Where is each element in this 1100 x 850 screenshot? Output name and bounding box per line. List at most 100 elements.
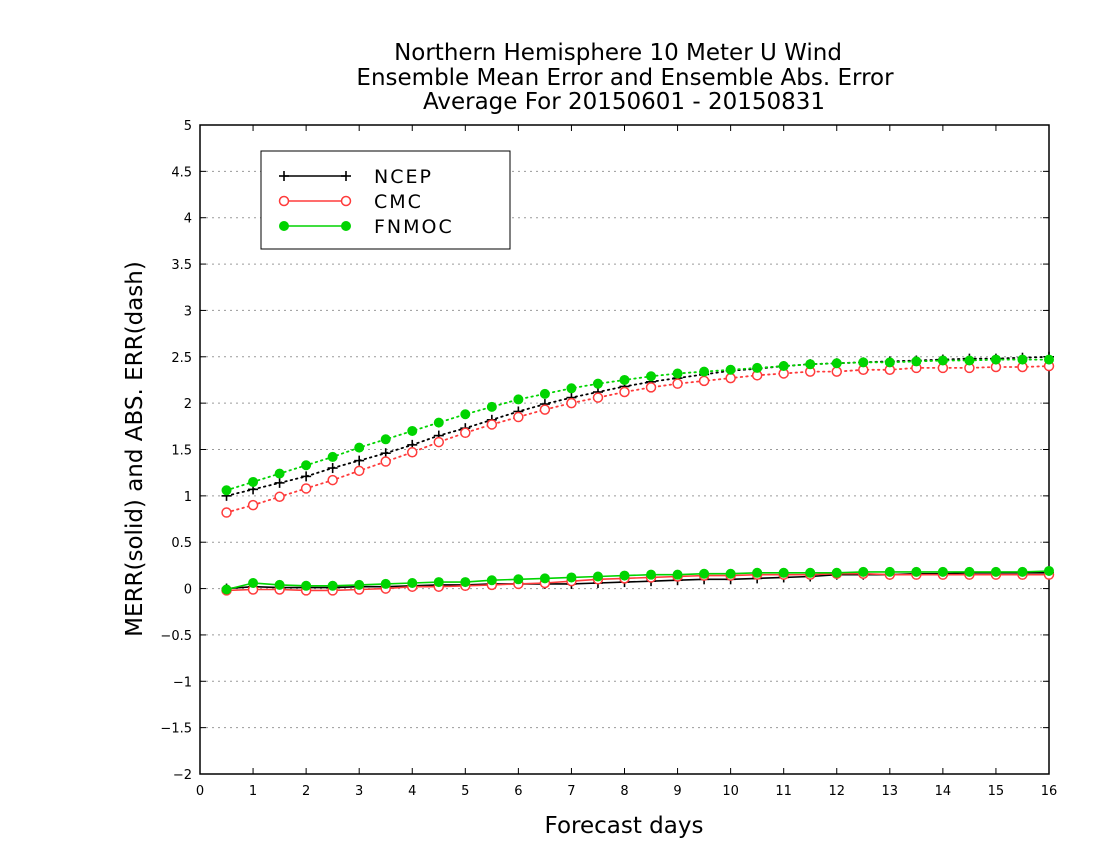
cmc-abs-err-point-0 (221, 507, 232, 518)
cmc-abs-err-point-23 (831, 366, 842, 377)
fnmoc-abs-err-point-12 (539, 388, 550, 399)
fnmoc-merr-point-16 (646, 569, 657, 580)
x-tick-label-0: 0 (196, 784, 204, 799)
y-tick-label-10: 3 (184, 304, 192, 319)
x-axis-label: Forecast days (545, 813, 704, 839)
cmc-abs-err-point-14 (592, 392, 604, 403)
series-cmc (221, 360, 1055, 596)
fnmoc-abs-err-point-31 (1044, 354, 1054, 365)
series-fnmoc (221, 354, 1054, 595)
x-tick-label-4: 4 (408, 784, 416, 799)
fnmoc-merr-point-0 (221, 584, 232, 595)
fnmoc-abs-err-point-17 (672, 368, 683, 379)
y-tick-label-4: 0 (184, 583, 192, 598)
x-tick-label-3: 3 (355, 784, 363, 799)
y-tick-label-7: 1.5 (171, 444, 192, 459)
legend-label-ncep: NCEP (374, 166, 433, 188)
fnmoc-merr-point-18 (699, 568, 710, 579)
y-tick-label-11: 3.5 (171, 258, 192, 273)
y-tick-label-9: 2.5 (171, 351, 192, 366)
fnmoc-merr-point-31 (1044, 565, 1054, 576)
fnmoc-abs-err-point-26 (911, 356, 922, 367)
cmc-abs-err-point-10 (486, 419, 498, 430)
x-tick-label-15: 15 (988, 784, 1005, 799)
fnmoc-abs-err-point-14 (592, 378, 603, 389)
fnmoc-merr-point-19 (725, 568, 736, 579)
fnmoc-abs-err-point-7 (407, 425, 418, 436)
fnmoc-merr-point-6 (380, 578, 391, 589)
cmc-abs-err-point-9 (460, 427, 471, 439)
x-tick-label-2: 2 (302, 784, 310, 799)
legend-marker-start-cmc (278, 195, 290, 207)
legend: NCEP CMC FNMOC (260, 150, 511, 250)
fnmoc-abs-err-point-13 (566, 383, 577, 394)
fnmoc-merr-point-23 (831, 567, 842, 578)
cmc-abs-err-point-13 (566, 397, 577, 409)
cmc-abs-err-point-5 (353, 465, 365, 477)
cmc-abs-err-point-4 (327, 474, 338, 486)
fnmoc-abs-err-point-18 (699, 366, 710, 377)
cmc-abs-err-point-11 (513, 411, 524, 423)
fnmoc-merr-point-21 (778, 567, 789, 578)
fnmoc-merr-point-25 (884, 566, 895, 577)
y-tick-label-0: −2 (173, 768, 192, 783)
fnmoc-abs-err-point-0 (221, 485, 232, 496)
fnmoc-abs-err-point-19 (725, 364, 736, 375)
legend-marker-start-fnmoc (279, 221, 289, 231)
fnmoc-merr-point-7 (407, 578, 418, 589)
fnmoc-merr-point-5 (354, 579, 365, 590)
fnmoc-merr-point-8 (433, 577, 444, 588)
fnmoc-abs-err-point-29 (990, 354, 1001, 365)
chart-title-line-1: Northern Hemisphere 10 Meter U Wind (394, 40, 842, 66)
legend-marker-start-ncep (279, 171, 289, 181)
legend-box (260, 150, 511, 250)
y-tick-label-12: 4 (184, 212, 192, 227)
fnmoc-merr-point-11 (513, 574, 524, 585)
fnmoc-abs-err-point-10 (486, 401, 497, 412)
x-tick-label-9: 9 (673, 784, 681, 799)
ncep-abs-err-line (225, 355, 1050, 497)
cmc-abs-err-point-6 (380, 456, 391, 467)
fnmoc-abs-err-point-25 (884, 357, 895, 368)
legend-entry-fnmoc: FNMOC (279, 216, 452, 238)
series-layer (221, 351, 1055, 596)
legend-marker-end-fnmoc (341, 221, 351, 231)
legend-marker-end-ncep (341, 171, 351, 181)
fnmoc-abs-err-point-30 (1017, 354, 1028, 365)
fnmoc-merr-point-15 (619, 570, 630, 581)
y-tick-label-1: −1.5 (160, 722, 192, 737)
fnmoc-merr-point-17 (672, 569, 683, 580)
fnmoc-abs-err-point-6 (380, 434, 391, 445)
fnmoc-merr-point-20 (752, 567, 763, 578)
fnmoc-abs-err-point-9 (460, 409, 471, 420)
y-tick-label-5: 0.5 (171, 536, 192, 551)
fnmoc-merr-point-28 (964, 566, 975, 577)
legend-entry-ncep: NCEP (279, 166, 433, 188)
grid-lines (200, 170, 1049, 729)
cmc-abs-err-point-7 (407, 447, 418, 458)
cmc-abs-err-point-16 (645, 382, 657, 393)
x-tick-label-14: 14 (935, 784, 952, 799)
ncep-abs-err-point-5 (354, 455, 365, 466)
fnmoc-merr-point-30 (1017, 566, 1028, 577)
cmc-abs-err-point-17 (672, 378, 683, 389)
fnmoc-abs-err-point-22 (805, 359, 816, 370)
fnmoc-abs-err-point-4 (327, 451, 338, 462)
x-tick-label-5: 5 (461, 784, 469, 799)
cmc-abs-err-point-12 (539, 404, 551, 415)
fnmoc-merr-point-29 (990, 566, 1001, 577)
fnmoc-merr-point-12 (539, 573, 550, 584)
fnmoc-merr-point-3 (301, 580, 312, 591)
fnmoc-merr-point-14 (592, 571, 603, 582)
cmc-abs-err-point-15 (619, 386, 630, 398)
x-tick-label-11: 11 (775, 784, 792, 799)
chart-title: Northern Hemisphere 10 Meter U Wind Ense… (356, 40, 894, 115)
fnmoc-abs-err-point-3 (301, 460, 312, 471)
fnmoc-abs-err-point-11 (513, 394, 524, 405)
fnmoc-abs-err-point-27 (937, 355, 948, 366)
fnmoc-abs-err-point-23 (831, 358, 842, 369)
fnmoc-merr-point-2 (274, 579, 285, 590)
series-ncep (221, 351, 1054, 594)
fnmoc-merr-point-24 (858, 566, 869, 577)
